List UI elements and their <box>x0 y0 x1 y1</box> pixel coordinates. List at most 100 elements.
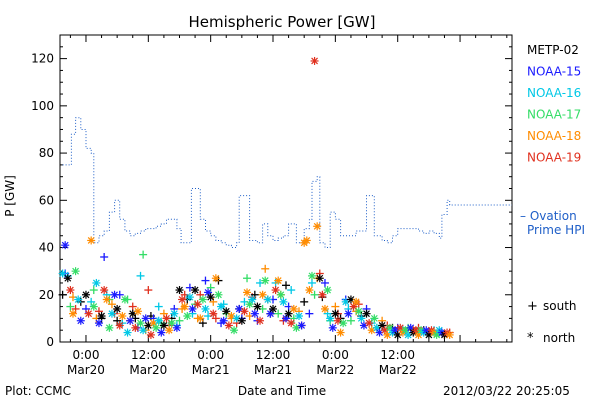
north-marker <box>248 295 257 304</box>
north-marker-d2 <box>329 324 337 332</box>
marker-legend: + south * north <box>527 299 577 346</box>
north-marker-d2 <box>230 326 238 334</box>
north-marker-d2 <box>272 286 280 294</box>
north-marker-d2 <box>422 326 430 334</box>
north-marker <box>159 321 168 330</box>
north-marker-d2 <box>202 305 209 313</box>
north-marker <box>76 316 85 325</box>
x-axis-label: Date and Time <box>238 384 326 398</box>
north-marker <box>313 222 322 231</box>
north-marker-d2 <box>352 298 360 306</box>
north-marker-d2 <box>181 303 189 311</box>
north-marker <box>271 286 280 295</box>
north-marker <box>320 304 329 313</box>
y-tick-label: 60 <box>39 193 54 207</box>
north-marker-d2 <box>228 312 235 320</box>
north-marker-d2 <box>337 329 344 336</box>
north-marker-d2 <box>238 317 246 325</box>
north-marker <box>81 290 90 299</box>
north-marker-d2 <box>100 286 108 294</box>
south-marker <box>58 290 67 299</box>
x-tick-date-label: Mar22 <box>379 363 417 377</box>
north-marker-d2 <box>196 314 204 322</box>
north-marker-d2 <box>412 326 420 334</box>
north-marker-d2 <box>259 291 267 299</box>
south-marker <box>107 300 116 309</box>
north-marker-d2 <box>85 310 92 318</box>
satellite-legend: METP-02 NOAA-15 NOAA-16 NOAA-17 NOAA-18 NOAA-… <box>527 43 581 165</box>
north-marker <box>97 312 106 321</box>
north-marker <box>336 328 345 337</box>
north-marker <box>237 316 246 325</box>
south-marker <box>144 286 153 295</box>
north-marker <box>302 236 311 245</box>
north-marker <box>279 297 288 306</box>
north-marker-d2 <box>334 317 342 325</box>
north-marker <box>297 321 306 330</box>
y-tick-label: 100 <box>31 99 54 113</box>
north-marker-d2 <box>215 291 222 299</box>
north-marker <box>61 241 70 250</box>
north-marker-d2 <box>269 305 277 313</box>
north-marker-d2 <box>256 317 264 325</box>
ovation-prime-hpi-line <box>62 117 512 248</box>
north-marker-d2 <box>147 331 155 339</box>
ovation-legend: – Ovation Prime HPI <box>520 209 585 237</box>
north-marker-d2 <box>98 312 105 320</box>
north-marker-d2 <box>87 237 95 244</box>
north-marker-d2 <box>370 314 378 322</box>
x-tick-date-label: Mar22 <box>316 363 354 377</box>
north-marker-d2 <box>277 291 285 299</box>
north-marker-d2 <box>241 307 248 315</box>
north-marker-d2 <box>176 286 183 294</box>
north-marker-d2 <box>90 303 98 311</box>
north-marker <box>126 316 135 325</box>
north-marker-d2 <box>298 322 306 329</box>
y-tick-label: 40 <box>39 241 54 255</box>
north-marker-d2 <box>287 319 295 327</box>
north-marker <box>370 314 379 323</box>
north-marker <box>198 295 207 304</box>
south-marker <box>310 290 319 299</box>
north-marker-d2 <box>155 317 163 325</box>
south-marker <box>175 316 184 325</box>
north-marker <box>191 286 200 295</box>
north-marker-d2 <box>178 296 186 303</box>
north-marker <box>250 309 259 318</box>
north-marker <box>339 319 348 328</box>
north-marker-d2 <box>217 303 225 311</box>
north-marker <box>100 286 109 295</box>
y-tick-label: 0 <box>46 335 54 349</box>
north-marker <box>105 323 114 332</box>
north-marker-d2 <box>313 222 321 230</box>
north-marker-d2 <box>407 324 415 332</box>
south-marker <box>201 276 210 285</box>
satellite-legend-item: NOAA-15 <box>527 65 581 79</box>
north-marker <box>118 312 127 321</box>
north-marker <box>219 316 228 325</box>
north-marker <box>66 286 75 295</box>
north-marker <box>113 304 122 313</box>
north-legend-symbol: * <box>527 331 534 346</box>
north-marker-d2 <box>72 267 80 275</box>
north-marker-d2 <box>157 329 165 336</box>
north-marker <box>115 321 124 330</box>
y-tick-label: 80 <box>39 146 54 160</box>
north-marker-d2 <box>134 307 142 315</box>
north-marker-d2 <box>222 307 230 315</box>
north-marker-d2 <box>378 322 386 329</box>
north-marker <box>183 312 192 321</box>
x-tick-date-label: Mar20 <box>67 363 105 377</box>
north-marker-d2 <box>199 296 207 303</box>
north-marker-d2 <box>274 277 282 285</box>
north-marker <box>354 307 363 316</box>
north-marker <box>328 323 337 332</box>
north-marker <box>162 314 171 323</box>
north-marker-d2 <box>105 324 113 332</box>
south-marker <box>136 271 145 280</box>
north-marker-d2 <box>121 296 129 303</box>
north-marker-d2 <box>183 312 191 320</box>
north-marker <box>120 295 129 304</box>
north-marker-d2 <box>254 303 261 311</box>
